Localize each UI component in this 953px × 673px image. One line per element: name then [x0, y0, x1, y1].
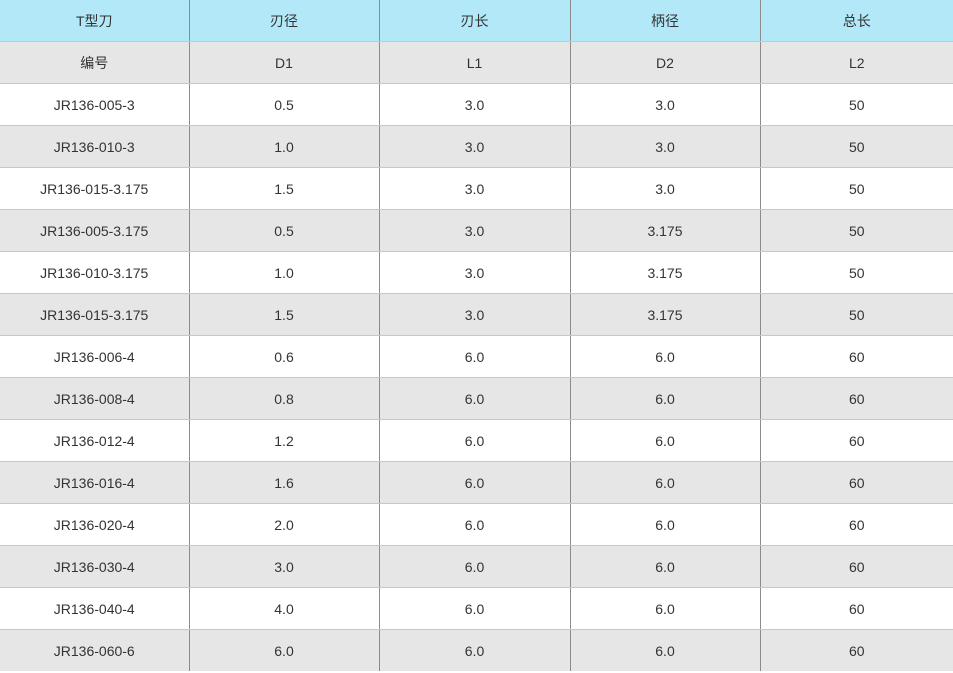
- header-cell: 刃径: [189, 0, 380, 42]
- header-cell: T型刀: [0, 0, 190, 42]
- table-cell: 6.0: [379, 335, 571, 378]
- table-row: JR136-040-4 4.0 6.0 6.0 60: [0, 587, 953, 630]
- table-cell: JR136-005-3: [0, 83, 190, 126]
- table-cell: 3.175: [570, 293, 761, 336]
- table-cell: 6.0: [379, 503, 571, 546]
- table-cell: 1.0: [189, 251, 380, 294]
- table-cell: 60: [760, 461, 953, 504]
- header-row: T型刀 刃径 刃长 柄径 总长: [0, 0, 953, 42]
- table-row: JR136-010-3 1.0 3.0 3.0 50: [0, 125, 953, 168]
- table-cell: 0.5: [189, 209, 380, 252]
- table-cell: 50: [760, 293, 953, 336]
- table-row: JR136-030-4 3.0 6.0 6.0 60: [0, 545, 953, 588]
- table-row: JR136-012-4 1.2 6.0 6.0 60: [0, 419, 953, 462]
- table-cell: 6.0: [379, 587, 571, 630]
- table-cell: JR136-008-4: [0, 377, 190, 420]
- table-cell: 60: [760, 377, 953, 420]
- table-cell: JR136-010-3.175: [0, 251, 190, 294]
- table-cell: 6.0: [570, 629, 761, 671]
- table-cell: 3.175: [570, 251, 761, 294]
- table-cell: 50: [760, 251, 953, 294]
- table-cell: 1.2: [189, 419, 380, 462]
- table-cell: 3.0: [379, 293, 571, 336]
- table-row: JR136-060-6 6.0 6.0 6.0 60: [0, 629, 953, 671]
- header-cell: 柄径: [570, 0, 761, 42]
- table-row: JR136-006-4 0.6 6.0 6.0 60: [0, 335, 953, 378]
- table-cell: 3.0: [379, 167, 571, 210]
- table-row: JR136-005-3.175 0.5 3.0 3.175 50: [0, 209, 953, 252]
- table-cell: 6.0: [379, 629, 571, 671]
- table-cell: 1.5: [189, 293, 380, 336]
- table-cell: JR136-016-4: [0, 461, 190, 504]
- table-cell: JR136-020-4: [0, 503, 190, 546]
- table-cell: 3.0: [570, 125, 761, 168]
- table-cell: 6.0: [570, 377, 761, 420]
- table-cell: JR136-010-3: [0, 125, 190, 168]
- table-cell: 50: [760, 167, 953, 210]
- table-cell: JR136-015-3.175: [0, 293, 190, 336]
- table-cell: 0.5: [189, 83, 380, 126]
- table-cell: 2.0: [189, 503, 380, 546]
- table-cell: 6.0: [570, 461, 761, 504]
- table-cell: 6.0: [570, 587, 761, 630]
- table-cell: 0.8: [189, 377, 380, 420]
- table-cell: 3.0: [379, 125, 571, 168]
- header-cell: 总长: [760, 0, 953, 42]
- header-cell: L2: [760, 41, 953, 84]
- header-cell: L1: [379, 41, 571, 84]
- table-cell: 3.0: [570, 167, 761, 210]
- header-cell: D1: [189, 41, 380, 84]
- header-cell: D2: [570, 41, 761, 84]
- table-cell: 60: [760, 335, 953, 378]
- table-cell: 3.0: [189, 545, 380, 588]
- table-cell: 6.0: [570, 503, 761, 546]
- table-cell: JR136-006-4: [0, 335, 190, 378]
- table-cell: 60: [760, 419, 953, 462]
- table-cell: 0.6: [189, 335, 380, 378]
- table-cell: 3.0: [379, 83, 571, 126]
- table-cell: 6.0: [570, 335, 761, 378]
- table-row: JR136-016-4 1.6 6.0 6.0 60: [0, 461, 953, 504]
- table-cell: JR136-060-6: [0, 629, 190, 671]
- table-cell: 4.0: [189, 587, 380, 630]
- table-cell: 60: [760, 629, 953, 671]
- table-cell: 50: [760, 125, 953, 168]
- table-row: JR136-005-3 0.5 3.0 3.0 50: [0, 83, 953, 126]
- table-cell: 6.0: [379, 545, 571, 588]
- table-cell: 3.0: [379, 209, 571, 252]
- table-cell: 6.0: [379, 461, 571, 504]
- table-row: JR136-015-3.175 1.5 3.0 3.175 50: [0, 293, 953, 336]
- table-row: 编号 D1 L1 D2 L2: [0, 41, 953, 84]
- table-cell: 1.5: [189, 167, 380, 210]
- table-cell: JR136-040-4: [0, 587, 190, 630]
- table-cell: 3.0: [570, 83, 761, 126]
- table-cell: 6.0: [379, 377, 571, 420]
- table-cell: 3.0: [379, 251, 571, 294]
- table-cell: 60: [760, 503, 953, 546]
- table-cell: 6.0: [379, 419, 571, 462]
- header-cell: 编号: [0, 41, 190, 84]
- table-cell: 6.0: [570, 419, 761, 462]
- table-row: JR136-015-3.175 1.5 3.0 3.0 50: [0, 167, 953, 210]
- table-cell: 60: [760, 545, 953, 588]
- header-cell: 刃长: [379, 0, 571, 42]
- table-cell: 6.0: [570, 545, 761, 588]
- table-row: JR136-010-3.175 1.0 3.0 3.175 50: [0, 251, 953, 294]
- table-row: JR136-020-4 2.0 6.0 6.0 60: [0, 503, 953, 546]
- table-cell: 60: [760, 587, 953, 630]
- table-cell: JR136-012-4: [0, 419, 190, 462]
- table-cell: JR136-015-3.175: [0, 167, 190, 210]
- table-row: JR136-008-4 0.8 6.0 6.0 60: [0, 377, 953, 420]
- table-cell: 1.6: [189, 461, 380, 504]
- table-cell: 50: [760, 209, 953, 252]
- table-cell: 1.0: [189, 125, 380, 168]
- table-cell: JR136-030-4: [0, 545, 190, 588]
- table-cell: 3.175: [570, 209, 761, 252]
- table-cell: 50: [760, 83, 953, 126]
- table-cell: 6.0: [189, 629, 380, 671]
- table-cell: JR136-005-3.175: [0, 209, 190, 252]
